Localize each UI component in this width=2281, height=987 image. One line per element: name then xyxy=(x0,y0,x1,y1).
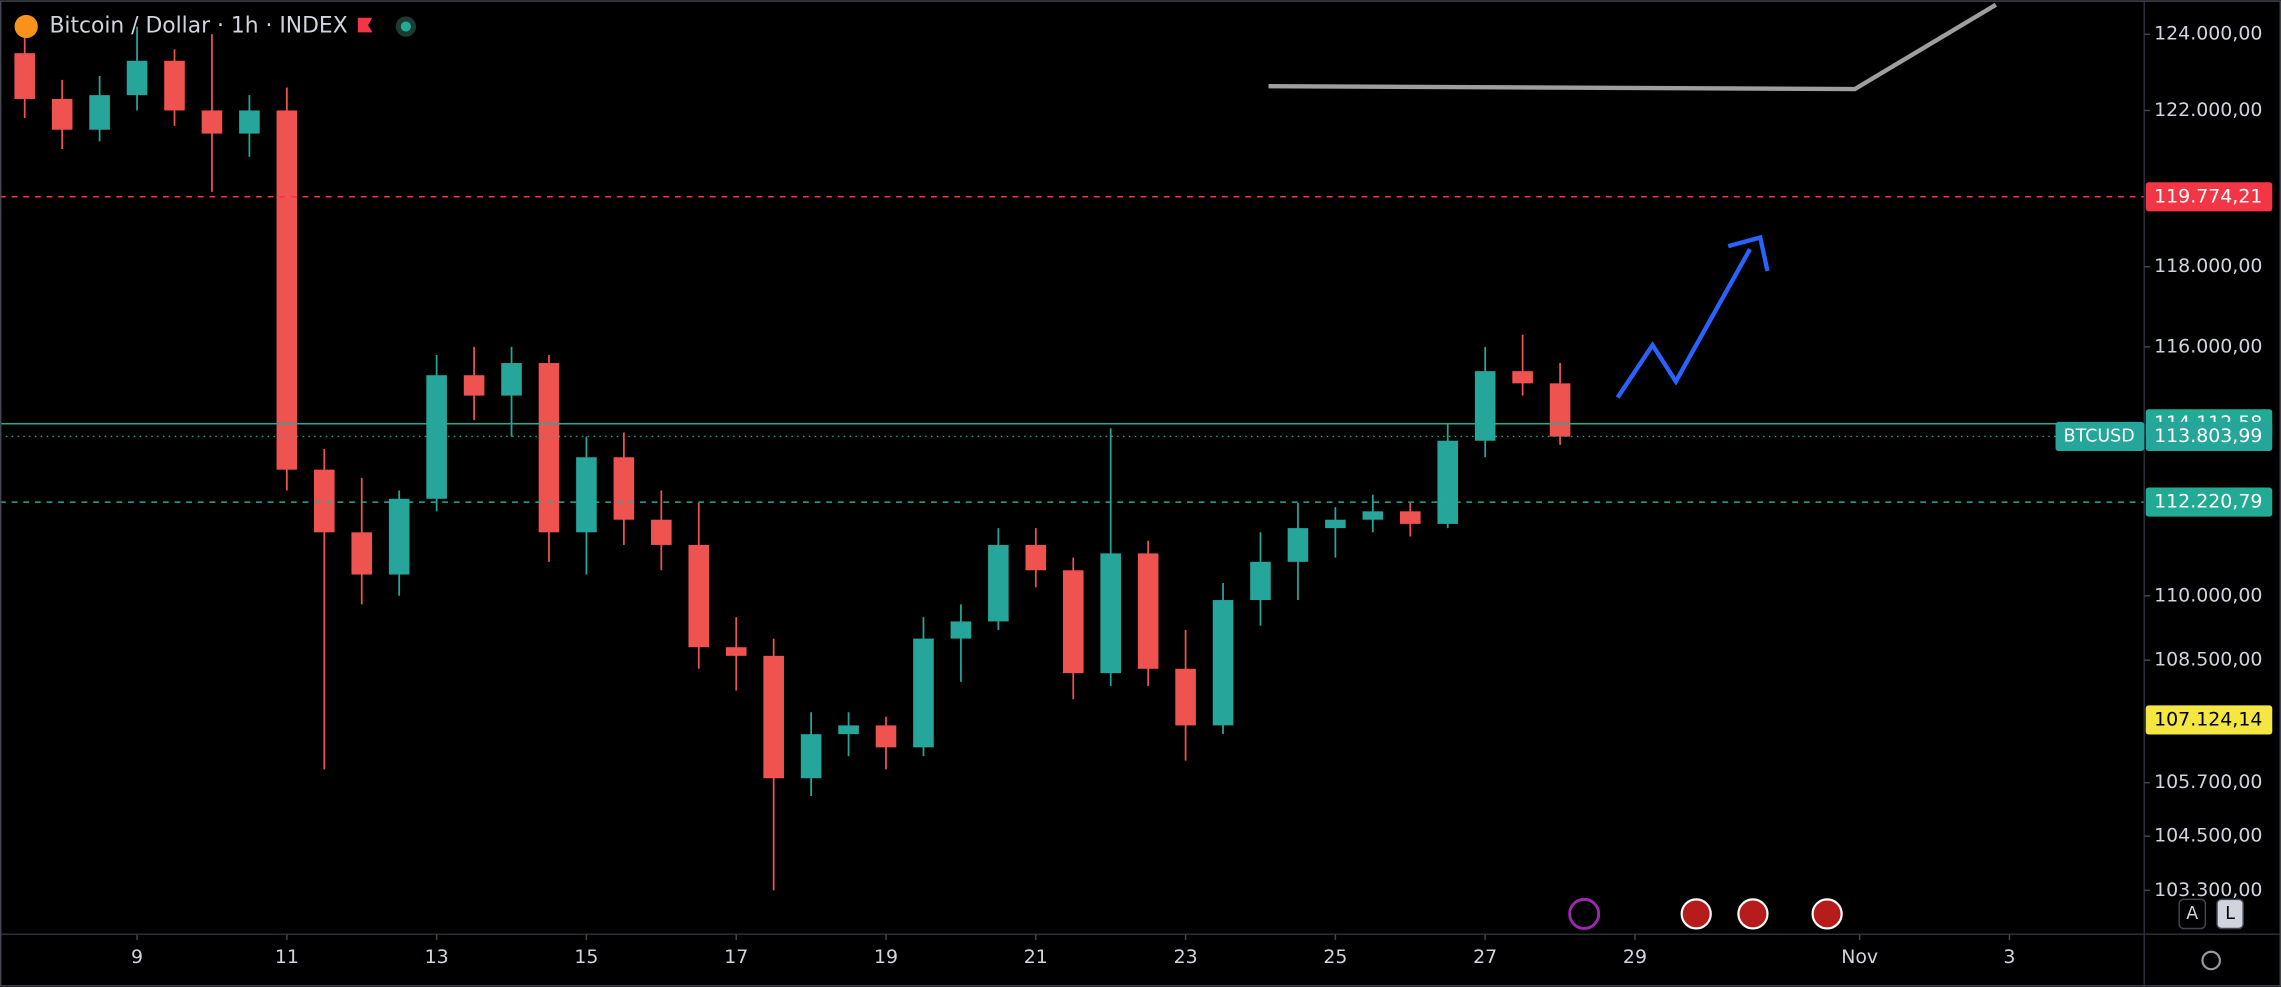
candle-body xyxy=(763,655,784,779)
candle-body xyxy=(1250,561,1271,601)
arrow-drawing[interactable] xyxy=(1615,248,1752,399)
price-label-box xyxy=(2145,487,2273,517)
scale-button-label[interactable]: L xyxy=(2225,904,2235,924)
candle-body xyxy=(875,725,897,748)
x-tick-label: 25 xyxy=(1323,946,1347,968)
x-tick-label: 15 xyxy=(574,946,598,968)
candle-body xyxy=(800,734,822,779)
candle-body xyxy=(1399,511,1421,524)
y-tick-label: 122.000,00 xyxy=(2154,99,2262,121)
symbol-label-box xyxy=(2055,421,2145,451)
candle-body xyxy=(1549,383,1571,437)
candle-body xyxy=(463,375,485,396)
candle-body xyxy=(1175,668,1196,726)
price-label-box xyxy=(2145,705,2273,735)
candle-body xyxy=(126,60,148,96)
x-tick-label: 13 xyxy=(425,946,449,968)
candle-body xyxy=(538,363,560,533)
x-tick-label: 21 xyxy=(1024,946,1048,968)
settings-icon[interactable] xyxy=(2201,950,2221,971)
candle-body xyxy=(239,110,260,134)
x-tick-label: 27 xyxy=(1473,946,1497,968)
x-tick-label: 17 xyxy=(724,946,748,968)
candle-body xyxy=(1062,570,1084,674)
candle-body xyxy=(988,544,1009,622)
candle-body xyxy=(576,457,597,533)
candle-body xyxy=(950,621,972,639)
candle-body xyxy=(1437,440,1459,524)
y-tick-label: 104.500,00 xyxy=(2154,825,2262,847)
plot-area xyxy=(0,22,2145,891)
candle-body xyxy=(1325,519,1346,529)
candle-body xyxy=(276,110,298,470)
candle-body xyxy=(388,498,410,575)
y-tick-label: 118.000,00 xyxy=(2154,255,2262,277)
price-label: 112.220,79 xyxy=(2154,491,2262,513)
price-label-box xyxy=(2145,182,2273,212)
event-icon[interactable] xyxy=(1568,897,1601,930)
candle-body xyxy=(89,95,110,130)
event-icon[interactable] xyxy=(1737,898,1769,930)
candle-body xyxy=(201,110,223,134)
event-icon[interactable] xyxy=(1811,898,1843,930)
trend-line-drawing[interactable] xyxy=(1268,2,1997,92)
x-tick-label: 9 xyxy=(131,946,143,968)
event-icon[interactable] xyxy=(1680,898,1712,930)
flag-icon[interactable] xyxy=(357,17,373,33)
candle-body xyxy=(1362,511,1384,520)
y-tick-label: 105.700,00 xyxy=(2154,771,2262,793)
candle-body xyxy=(613,457,635,520)
symbol-label: BTCUSD xyxy=(2064,426,2135,446)
candle-body xyxy=(14,53,36,99)
status-dot xyxy=(400,21,411,32)
candle-body xyxy=(725,647,747,656)
price-label-box xyxy=(2145,421,2273,451)
x-tick-label: 3 xyxy=(2003,946,2015,968)
candle-body xyxy=(1212,600,1234,726)
x-tick-label: 19 xyxy=(874,946,898,968)
price-label: 119.774,21 xyxy=(2154,185,2262,207)
candle-body xyxy=(1100,553,1121,674)
candle-body xyxy=(1512,371,1533,384)
candle-body xyxy=(51,98,73,130)
symbol-title[interactable]: Bitcoin / Dollar · 1h · INDEX xyxy=(49,14,347,39)
arrow-head[interactable] xyxy=(1727,234,1770,272)
x-tick-label: 11 xyxy=(275,946,299,968)
candle-body xyxy=(651,519,672,545)
y-tick-label: 116.000,00 xyxy=(2154,335,2262,357)
scale-button-label[interactable]: A xyxy=(2186,904,2198,924)
candle-body xyxy=(1025,544,1047,571)
candle-body xyxy=(164,60,185,111)
symbol-icon xyxy=(14,14,38,39)
price-label: 113.803,99 xyxy=(2154,425,2262,447)
candle-body xyxy=(1474,371,1496,441)
scale-button[interactable] xyxy=(2178,898,2207,930)
candle-body xyxy=(1287,528,1309,562)
price-label: 107.124,14 xyxy=(2154,708,2262,730)
y-tick-label: 110.000,00 xyxy=(2154,584,2262,606)
candle-body xyxy=(838,725,859,735)
y-tick-label: 108.500,00 xyxy=(2154,649,2262,671)
candle-body xyxy=(351,532,373,575)
x-tick-label: Nov xyxy=(1841,946,1878,968)
candle-body xyxy=(1137,553,1159,669)
candle-body xyxy=(313,469,335,533)
x-tick-label: 23 xyxy=(1174,946,1198,968)
x-tick-label: 29 xyxy=(1623,946,1647,968)
y-tick-label: 124.000,00 xyxy=(2154,23,2262,45)
candle-body xyxy=(913,638,934,748)
candle-body xyxy=(688,544,710,648)
scale-button[interactable] xyxy=(2216,898,2244,930)
candle-body xyxy=(501,363,522,396)
y-tick-label: 103.300,00 xyxy=(2154,879,2262,901)
